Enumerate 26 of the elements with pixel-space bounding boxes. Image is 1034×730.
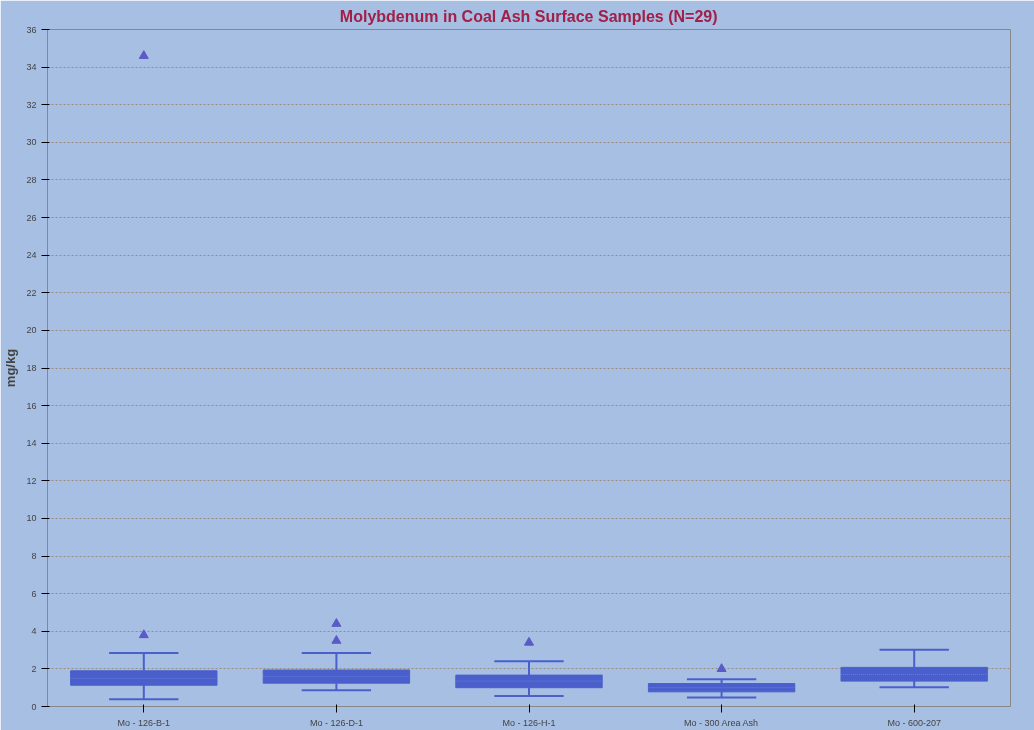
x-tick-label: Mo - 300 Area Ash (684, 717, 759, 728)
x-tick-label: Mo - 126-H-1 (502, 717, 556, 728)
x-tick-label: Mo - 126-D-1 (309, 717, 363, 728)
y-tick-label: 4 (31, 626, 37, 637)
y-tick-label: 18 (26, 363, 37, 373)
y-tick-label: 28 (26, 174, 37, 185)
y-tick-label: 0 (31, 701, 37, 712)
chart-title: Molybdenum in Coal Ash Surface Samples (N=29) (339, 7, 718, 25)
x-tick-label: Mo - 600-207 (887, 717, 941, 728)
y-tick-label: 22 (26, 287, 37, 298)
y-tick-label: 10 (26, 513, 37, 524)
y-tick-label: 26 (26, 212, 37, 223)
y-tick-label: 16 (26, 400, 37, 411)
y-tick-label: 30 (26, 137, 37, 148)
y-tick-label: 8 (31, 551, 37, 562)
y-tick-label: 20 (26, 325, 37, 336)
y-tick-label: 24 (26, 250, 37, 261)
y-tick-label: 36 (26, 24, 37, 35)
y-tick-label: 2 (31, 663, 37, 674)
y-tick-label: 6 (31, 588, 37, 599)
y-axis-title: mg/kg (3, 348, 19, 388)
y-tick-label: 12 (26, 475, 37, 486)
y-tick-label: 32 (26, 99, 37, 110)
y-tick-label: 34 (26, 62, 37, 73)
x-tick-label: Mo - 126-B-1 (117, 717, 171, 728)
y-tick-label: 14 (26, 438, 37, 449)
